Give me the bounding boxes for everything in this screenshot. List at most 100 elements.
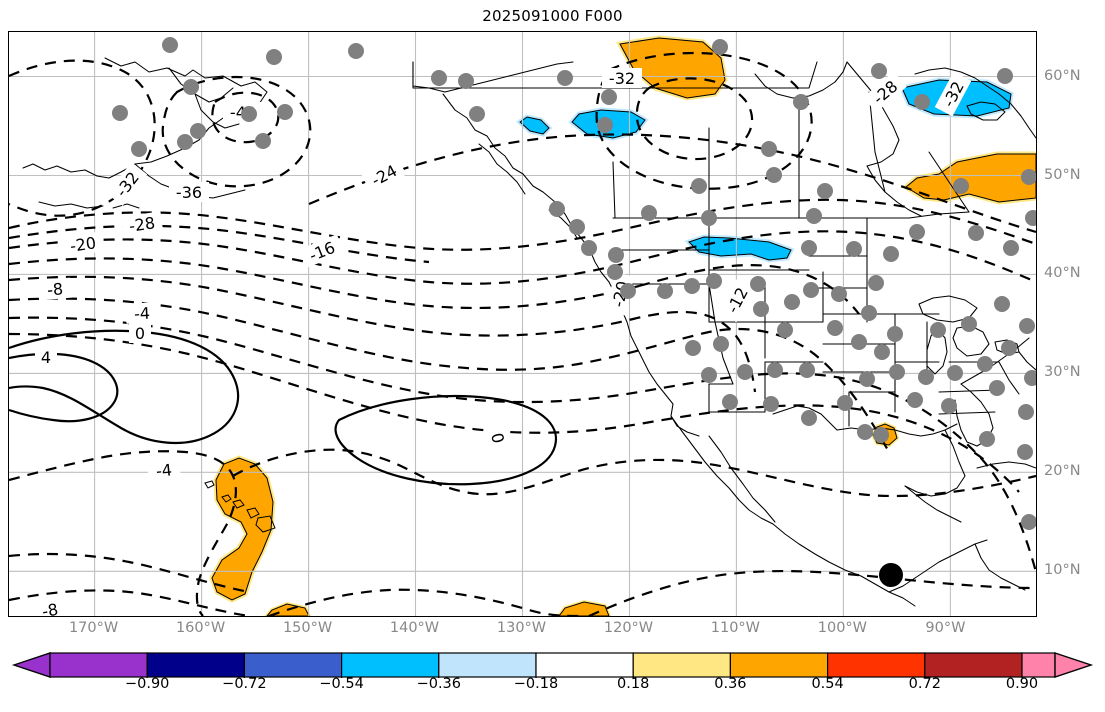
coast-gulf-us bbox=[772, 405, 838, 431]
station-marker bbox=[994, 296, 1010, 312]
lon-tick-110w: 110°W bbox=[710, 620, 761, 636]
svg-text:0: 0 bbox=[487, 431, 508, 445]
gridline-layer bbox=[9, 32, 1036, 616]
station-marker bbox=[190, 123, 206, 139]
state-se-a bbox=[938, 389, 1000, 393]
lat-tick-40n: 40°N bbox=[1044, 265, 1081, 282]
contour-0-central bbox=[334, 394, 558, 486]
station-marker bbox=[722, 394, 738, 410]
station-marker bbox=[737, 364, 753, 380]
colorbar-extend-min bbox=[11, 652, 51, 678]
coast-ungava bbox=[914, 67, 1000, 95]
lat-tick-50n: 50°N bbox=[1044, 166, 1081, 183]
station-marker bbox=[874, 344, 890, 360]
svg-text:4: 4 bbox=[41, 348, 51, 367]
station-marker bbox=[607, 264, 623, 280]
station-marker bbox=[183, 79, 199, 95]
contour-layer bbox=[9, 51, 1036, 616]
station-marker bbox=[918, 369, 934, 385]
station-marker bbox=[868, 275, 884, 291]
station-marker bbox=[953, 178, 969, 194]
station-marker bbox=[1019, 318, 1035, 334]
station-marker bbox=[706, 273, 722, 289]
colorbar-segment bbox=[146, 652, 245, 678]
colorbar-tick-label: −0.54 bbox=[319, 676, 364, 692]
shaded-region-layer bbox=[209, 35, 1036, 616]
station-marker bbox=[1018, 404, 1034, 420]
lat-tick-20n: 20°N bbox=[1044, 463, 1081, 480]
station-marker bbox=[803, 282, 819, 298]
station-marker bbox=[777, 322, 793, 338]
station-marker bbox=[277, 104, 293, 120]
coast-ne-us bbox=[1018, 351, 1036, 371]
station-marker bbox=[608, 247, 624, 263]
colorbar-segment bbox=[924, 652, 1023, 678]
station-marker bbox=[569, 219, 585, 235]
station-marker bbox=[620, 283, 636, 299]
station-marker bbox=[930, 322, 946, 338]
station-marker bbox=[657, 283, 673, 299]
station-marker bbox=[641, 205, 657, 221]
station-marker bbox=[827, 320, 843, 336]
station-marker bbox=[131, 141, 147, 157]
station-marker bbox=[1003, 240, 1019, 256]
contour-label: -4 bbox=[125, 302, 159, 324]
colorbar-tick-label: 0.72 bbox=[908, 676, 941, 692]
station-marker bbox=[997, 68, 1013, 84]
colorbar-tick-label: −0.90 bbox=[124, 676, 170, 692]
svg-text:-20: -20 bbox=[69, 233, 98, 255]
coast-isthmus bbox=[904, 485, 962, 523]
station-marker bbox=[806, 208, 822, 224]
station-marker bbox=[817, 183, 833, 199]
colorbar-segment bbox=[341, 652, 440, 678]
colorbar-segment bbox=[729, 652, 829, 678]
contour--12-sub bbox=[588, 569, 1036, 616]
lake-michigan bbox=[926, 327, 948, 375]
contour--28 bbox=[9, 198, 1036, 251]
lon-tick-100w: 100°W bbox=[817, 620, 868, 636]
province-on-qc bbox=[928, 151, 970, 213]
station-marker bbox=[793, 94, 809, 110]
station-marker bbox=[431, 70, 447, 86]
lake-superior bbox=[918, 295, 978, 323]
station-marker-layer[interactable] bbox=[112, 37, 1036, 587]
station-marker bbox=[979, 431, 995, 447]
contour--16-sub bbox=[9, 552, 250, 594]
station-marker bbox=[684, 278, 700, 294]
coast-bc-islands bbox=[478, 143, 526, 195]
map-panel[interactable]: -40 -36 -32 -28 -20 -8 -4 0 4 -16 -24 -3… bbox=[8, 31, 1037, 617]
contour-label: -28 bbox=[120, 211, 164, 237]
colorbar-tick-label: 0.36 bbox=[714, 676, 747, 692]
lat-tick-60n: 60°N bbox=[1044, 67, 1081, 84]
negative-contours bbox=[9, 51, 1036, 616]
station-marker bbox=[1025, 210, 1036, 226]
station-marker bbox=[914, 94, 930, 110]
contour-label: -24 bbox=[361, 156, 407, 194]
colorbar-segment bbox=[535, 652, 634, 678]
station-marker bbox=[601, 89, 617, 105]
lon-tick-90w: 90°W bbox=[925, 620, 966, 636]
station-marker bbox=[241, 106, 257, 122]
station-marker bbox=[701, 210, 717, 226]
state-appalachia bbox=[998, 361, 1020, 395]
coast-yucatan bbox=[904, 429, 966, 497]
lon-tick-150w: 150°W bbox=[282, 620, 333, 636]
colorbar-segment bbox=[826, 652, 926, 678]
colorbar[interactable]: −0.90 −0.72 −0.54 −0.36 −0.18 0.18 0.36 … bbox=[8, 652, 1097, 692]
map-canvas: -40 -36 -32 -28 -20 -8 -4 0 4 -16 -24 -3… bbox=[9, 32, 1036, 616]
station-marker bbox=[162, 37, 178, 53]
aleutian-chain-a bbox=[38, 201, 104, 209]
svg-text:-4: -4 bbox=[155, 460, 173, 481]
contour-label: -16 bbox=[299, 234, 345, 268]
lon-tick-120w: 120°W bbox=[603, 620, 654, 636]
station-marker bbox=[348, 43, 364, 59]
contour--20 bbox=[9, 257, 640, 310]
station-marker bbox=[753, 301, 769, 317]
island-baffin bbox=[966, 101, 1006, 121]
lon-tick-170w: 170°W bbox=[68, 620, 119, 636]
coast-mexico-west bbox=[772, 523, 916, 607]
station-marker bbox=[713, 336, 729, 352]
colorbar-segment bbox=[1021, 652, 1056, 678]
contour--40b bbox=[635, 77, 754, 161]
